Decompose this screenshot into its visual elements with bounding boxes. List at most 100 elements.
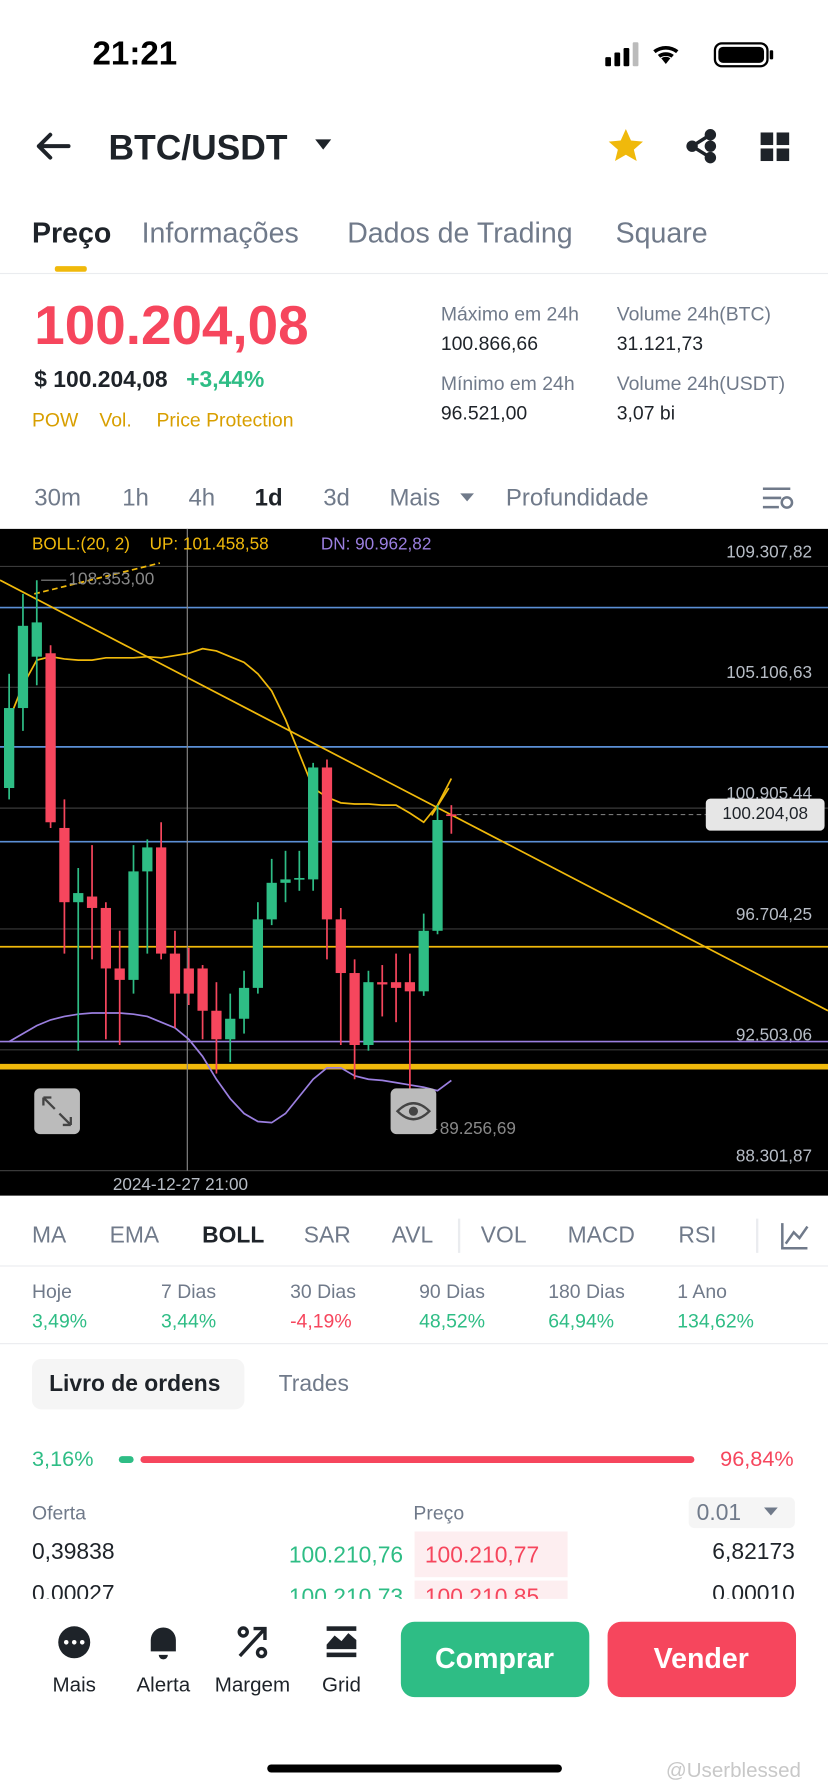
nav-icons [58, 1626, 357, 1660]
grid-icon[interactable] [326, 1626, 357, 1658]
stat-label: Volume 24h(BTC) [616, 303, 772, 325]
indicator-separators [457, 1218, 809, 1253]
header-icons [36, 129, 790, 164]
ask-amount: 6,82173 [712, 1539, 795, 1565]
book-tab[interactable]: Trades [278, 1371, 349, 1397]
tab[interactable]: Preço [31, 217, 112, 250]
tab[interactable]: Dados de Trading [347, 217, 573, 250]
visibility-button[interactable] [390, 1088, 437, 1135]
candle-body [308, 767, 319, 880]
candle-body [3, 708, 15, 789]
column-header: Oferta [31, 1502, 86, 1525]
share-icon[interactable] [686, 129, 717, 164]
period-change: 3,44% [161, 1310, 217, 1333]
tag[interactable]: POW [31, 409, 79, 432]
indicator[interactable]: RSI [678, 1223, 717, 1249]
indicator[interactable]: AVL [391, 1223, 434, 1249]
back-button[interactable] [36, 132, 71, 160]
clock: 21:21 [92, 35, 178, 73]
trend-line [430, 787, 450, 816]
book-tab[interactable]: Livro de ordens [49, 1371, 221, 1397]
stat-label: Mínimo em 24h [440, 372, 575, 395]
favorite-star[interactable] [608, 129, 643, 162]
divider [0, 272, 828, 275]
candle-body [142, 847, 153, 872]
nav-label[interactable]: Mais [52, 1673, 96, 1696]
active-tab-bg[interactable] [31, 1359, 245, 1410]
column-header: Preço [413, 1502, 465, 1525]
eye-pupil [408, 1106, 418, 1116]
expand-bg [34, 1088, 80, 1135]
candle-body [59, 827, 70, 903]
indicator[interactable]: BOLL [202, 1223, 265, 1249]
indicator[interactable]: MA [31, 1223, 67, 1249]
stat-label: Volume 24h(USDT) [616, 372, 786, 395]
buy-label: Comprar [435, 1642, 555, 1675]
indicator[interactable]: MACD [567, 1223, 635, 1249]
boll-line [8, 1012, 452, 1124]
tab-underline [54, 266, 87, 272]
bid-amount: 0,39838 [31, 1539, 115, 1565]
tag[interactable]: Vol. [99, 409, 132, 432]
candle-body [169, 953, 181, 994]
nav-label[interactable]: Alerta [136, 1673, 191, 1696]
crosshair-label: 2024-12-27 21:00 [113, 1174, 248, 1194]
interval[interactable]: 4h [188, 484, 216, 512]
candle-body [432, 819, 443, 931]
ratio-segment [140, 1456, 695, 1463]
candle-body [45, 653, 56, 823]
margin-icon[interactable] [237, 1626, 268, 1659]
tab[interactable]: Informações [141, 217, 299, 250]
candle-body [100, 907, 112, 969]
last-price-label: 100.204,08 [722, 803, 808, 823]
ask-ratio: 96,84% [720, 1447, 794, 1472]
period-label: 1 Ano [677, 1280, 727, 1303]
period-label: 180 Dias [548, 1280, 625, 1303]
home-indicator [267, 1764, 562, 1773]
indicator[interactable]: VOL [480, 1223, 527, 1249]
candle-body [418, 930, 429, 992]
y-tick-label: 100.905,44 [726, 783, 812, 803]
bid-ratio: 3,16% [31, 1447, 94, 1472]
candle-body [363, 982, 374, 1046]
last-price: 100.204,08 [34, 295, 309, 357]
interval[interactable]: 1h [122, 484, 149, 512]
sell-button[interactable] [607, 1621, 797, 1698]
boll-up-label: UP: 101.458,58 [150, 533, 269, 553]
tag[interactable]: Price Protection [156, 409, 294, 432]
sell-label: Vender [653, 1642, 749, 1675]
period-change: 3,49% [31, 1310, 88, 1333]
price-change: +3,44% [186, 367, 265, 393]
high-marker: 108.353,00 [69, 569, 155, 589]
tab[interactable]: Square [615, 217, 708, 250]
interval[interactable]: 30m [34, 484, 81, 512]
nav-label[interactable]: Grid [322, 1673, 361, 1696]
indicator[interactable]: SAR [303, 1223, 351, 1249]
indicator[interactable]: EMA [109, 1223, 160, 1249]
status-icons [605, 42, 774, 68]
interval[interactable]: 1d [254, 484, 283, 512]
expand-button[interactable] [34, 1088, 80, 1135]
stat-value: 100.866,66 [440, 332, 539, 355]
pair-title[interactable]: BTC/USDT [108, 127, 288, 168]
period-label: 90 Dias [419, 1280, 485, 1303]
alert-icon[interactable] [150, 1627, 176, 1660]
layout-icon[interactable] [760, 132, 790, 162]
candle-body [86, 896, 98, 908]
candle-body [349, 973, 360, 1046]
bid-price: 100.210,76 [288, 1542, 404, 1569]
nav-label[interactable]: Margem [214, 1673, 291, 1696]
ask-bg [414, 1531, 568, 1578]
pair-dropdown[interactable] [315, 139, 332, 150]
stat-value: 31.121,73 [616, 332, 704, 355]
interval[interactable]: Profundidade [505, 484, 649, 512]
buy-button[interactable] [400, 1621, 590, 1698]
period-change: 64,94% [548, 1310, 615, 1333]
interval[interactable]: 3d [323, 484, 350, 512]
y-tick-label: 92.503,06 [736, 1025, 812, 1045]
candle-body [17, 625, 29, 709]
candle-body [73, 893, 84, 903]
interval[interactable]: Mais [389, 484, 441, 512]
precision-select[interactable] [688, 1497, 795, 1529]
more-icon[interactable] [58, 1626, 91, 1659]
